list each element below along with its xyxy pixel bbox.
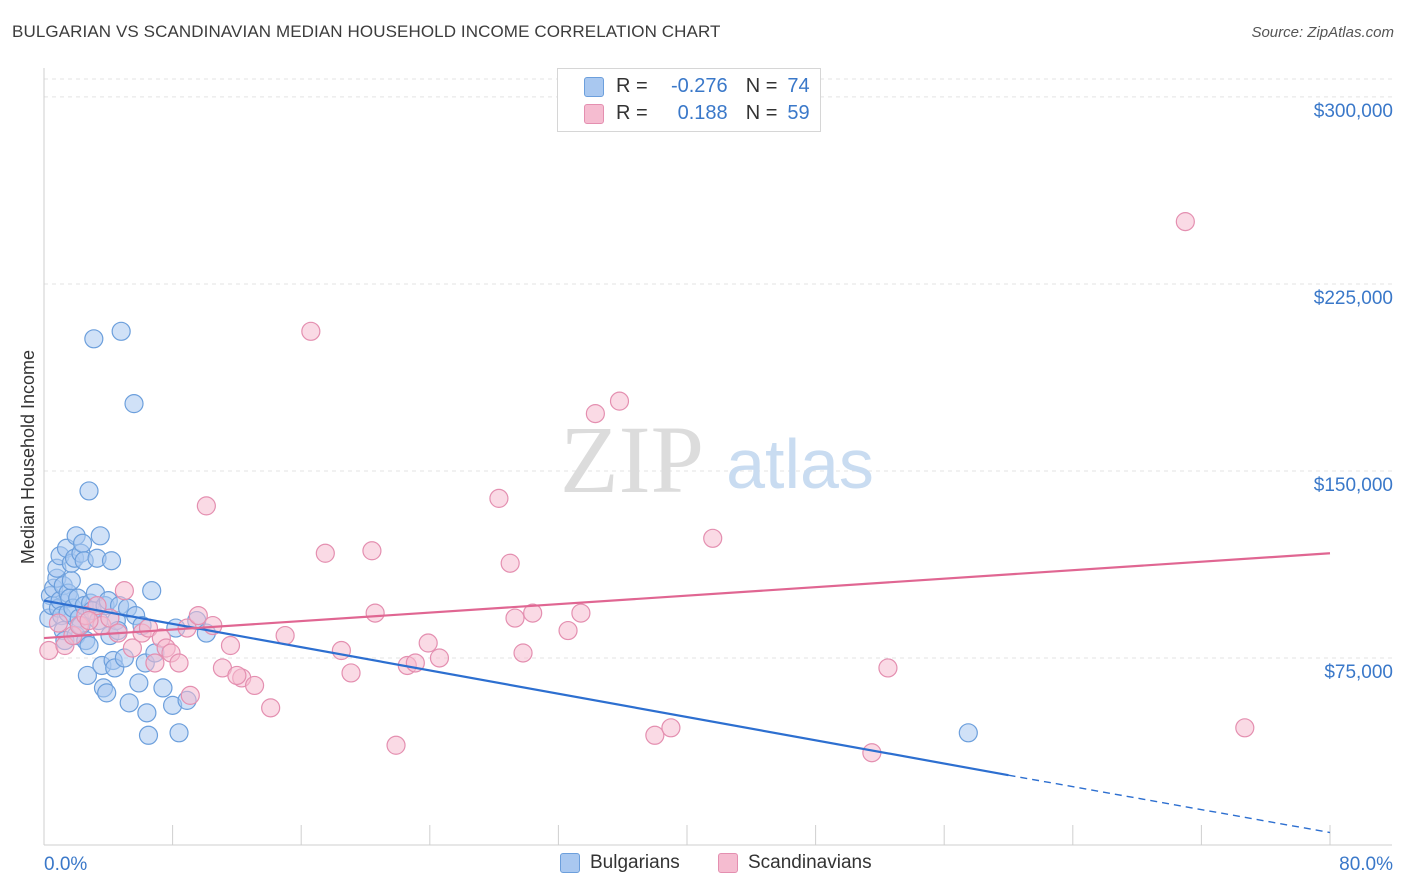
correlation-legend: R = -0.276 N = 74 R = 0.188 N = 59 <box>557 68 821 132</box>
scandinavian-point <box>114 581 134 601</box>
scandinavian-point <box>220 635 241 656</box>
n-value: 74 <box>787 75 810 97</box>
bulgarian-point <box>90 526 110 546</box>
x-tick-label-min: 0.0% <box>44 854 87 875</box>
bulgarian-point <box>77 665 98 686</box>
bulgarian-point <box>169 723 189 743</box>
scandinavian-point <box>878 658 898 678</box>
scandinavian-point <box>571 603 591 623</box>
bulgarian-point <box>79 481 99 501</box>
scandinavian-point <box>1175 212 1195 232</box>
legend-row-bulgarians: R = -0.276 N = 74 <box>584 75 810 98</box>
y-tick-label: $150,000 <box>1314 475 1393 496</box>
watermark-atlas: atlas <box>726 425 874 503</box>
scandinavian-point <box>429 648 450 668</box>
scandinavian-point <box>275 625 295 646</box>
n-label: N = <box>745 75 778 97</box>
bulgarian-point <box>101 551 122 571</box>
n-value: 59 <box>787 102 810 124</box>
scandinavian-point <box>703 528 723 548</box>
r-value: 0.188 <box>677 102 728 124</box>
scandinavian-point <box>513 643 533 663</box>
scandinavian-point <box>341 663 361 683</box>
scandinavian-point <box>315 543 335 563</box>
scandinavian-point <box>188 605 208 626</box>
scandinavian-point <box>261 698 281 718</box>
bulgarian-point <box>129 673 149 693</box>
trend-lines <box>43 552 1331 834</box>
y-tick-label: $225,000 <box>1314 288 1393 309</box>
x-tick-label-max: 80.0% <box>1339 854 1393 875</box>
bulgarian-point <box>79 635 99 656</box>
scandinavian-point <box>585 404 605 424</box>
scandinavian-point <box>500 553 520 573</box>
source-label: Source: ZipAtlas.com <box>1251 24 1394 41</box>
bulgarian-point <box>137 703 157 723</box>
bulgarian-point <box>84 329 104 349</box>
scandinavian-point <box>244 675 265 696</box>
scandinavian-point <box>122 638 143 658</box>
data-points <box>39 212 1255 763</box>
scandinavian-point <box>418 633 438 653</box>
scandinavian-point <box>39 640 59 661</box>
bulgarian-point <box>958 723 978 743</box>
bulgarian-point <box>142 581 162 601</box>
bulgarian-point <box>138 725 159 745</box>
legend-label: Scandinavians <box>748 852 872 873</box>
scandinavian-point <box>1235 718 1255 738</box>
scandinavian-swatch <box>584 103 604 124</box>
legend-item-bulgarians: Bulgarians <box>560 852 680 874</box>
bulgarian-point <box>124 394 144 414</box>
scandinavian-point <box>661 718 681 738</box>
r-label: R = <box>616 102 648 124</box>
scandinavian-point <box>169 653 189 673</box>
scandinavian-point <box>645 725 665 745</box>
bulgarian-point <box>119 693 139 713</box>
bulgarian-point <box>111 321 131 341</box>
r-label: R = <box>616 75 648 97</box>
scandinavian-point <box>609 391 630 411</box>
scandinavian-trend-line <box>43 552 1331 640</box>
bulgarian-point <box>97 683 117 703</box>
legend-row-scandinavians: R = 0.188 N = 59 <box>584 102 810 125</box>
scandinavian-point <box>558 620 578 641</box>
watermark-zip: ZIP <box>560 406 704 513</box>
scandinavian-point <box>523 603 543 623</box>
bulgarian-swatch <box>560 853 580 873</box>
scandinavian-point <box>79 610 99 631</box>
scandinavian-point <box>48 613 69 633</box>
bulgarian-point <box>72 533 93 553</box>
grid-lines <box>44 78 1392 659</box>
r-value: -0.276 <box>670 75 728 97</box>
legend-item-scandinavians: Scandinavians <box>718 852 872 874</box>
y-tick-label: $75,000 <box>1324 662 1393 683</box>
scandinavian-point <box>386 735 406 755</box>
axis-labels: $75,000 $150,000 $225,000 $300,000 0.0% 80.0% <box>44 101 1393 875</box>
scandinavian-point <box>505 608 525 628</box>
scandinavian-point <box>180 685 200 705</box>
scandinavian-point <box>362 541 382 561</box>
n-label: N = <box>745 102 778 124</box>
y-tick-label: $300,000 <box>1314 101 1393 122</box>
chart-title: BULGARIAN VS SCANDINAVIAN MEDIAN HOUSEHO… <box>12 22 721 41</box>
scandinavian-point <box>862 743 882 763</box>
scandinavian-point <box>145 653 165 673</box>
scandinavian-point <box>227 665 247 686</box>
bulgarian-point <box>61 571 81 591</box>
bulgarian-trend-extension <box>1008 774 1331 834</box>
scandinavian-point <box>301 321 321 341</box>
bulgarian-swatch <box>584 76 604 97</box>
scandinavian-point <box>489 488 509 508</box>
legend-label: Bulgarians <box>590 852 680 873</box>
axes <box>43 68 1392 846</box>
scandinavian-point <box>196 496 216 516</box>
y-axis-title: Median Household Income <box>18 350 38 564</box>
scandinavian-swatch <box>718 853 738 873</box>
scandinavian-point <box>331 640 351 661</box>
bulgarian-point <box>153 678 173 698</box>
scandinavian-point <box>365 603 385 623</box>
bulgarian-trend-line <box>43 599 1009 777</box>
